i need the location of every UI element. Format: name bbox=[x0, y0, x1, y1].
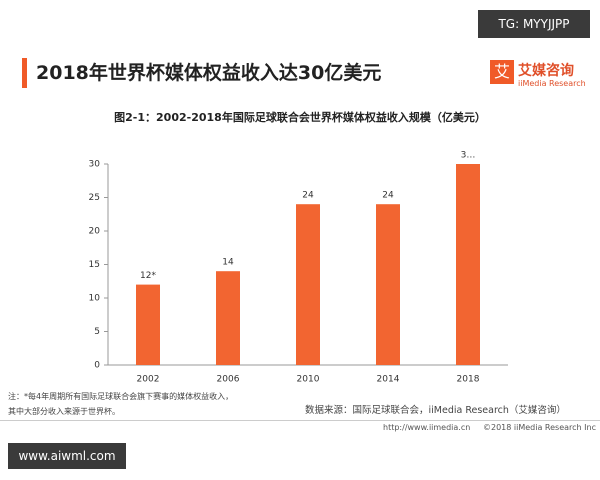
x-tick-label: 2002 bbox=[137, 375, 160, 385]
logo-en: iiMedia Research bbox=[518, 79, 586, 88]
value-label: 3… bbox=[461, 151, 476, 161]
x-tick-label: 2010 bbox=[297, 375, 320, 385]
chart: 图2-1：2002-2018年国际足球联合会世界杯媒体权益收入规模（亿美元） 0… bbox=[89, 110, 508, 385]
y-tick-label: 0 bbox=[94, 361, 100, 371]
site-badge: www.aiwml.com bbox=[8, 443, 126, 469]
y-tick-label: 20 bbox=[89, 227, 101, 237]
y-tick-label: 25 bbox=[89, 193, 100, 203]
watermark: TG: MYYJJPP bbox=[478, 10, 590, 38]
note-line: 其中大部分收入来源于世界杯。 bbox=[8, 407, 120, 416]
x-tick-label: 2018 bbox=[457, 375, 480, 385]
y-tick-label: 30 bbox=[89, 160, 101, 170]
y-tick-label: 15 bbox=[89, 260, 100, 270]
chart-title: 图2-1：2002-2018年国际足球联合会世界杯媒体权益收入规模（亿美元） bbox=[114, 110, 486, 124]
value-label: 14 bbox=[222, 258, 234, 268]
value-label: 24 bbox=[382, 191, 394, 201]
footer-url: http://www.iimedia.cn bbox=[383, 423, 471, 432]
footer-copyright: ©2018 iiMedia Research Inc bbox=[483, 423, 596, 432]
bar bbox=[456, 164, 480, 365]
bar bbox=[136, 284, 160, 365]
bar bbox=[376, 204, 400, 365]
value-label: 12* bbox=[140, 271, 156, 281]
note-line: 注：*每4年周期所有国际足球联合会旗下赛事的媒体权益收入， bbox=[8, 392, 234, 401]
x-tick-label: 2006 bbox=[217, 375, 240, 385]
value-label: 24 bbox=[302, 191, 314, 201]
y-tick-label: 10 bbox=[89, 294, 101, 304]
bar bbox=[296, 204, 320, 365]
page-title: 2018年世界杯媒体权益收入达30亿美元 bbox=[36, 62, 382, 84]
source: 数据来源：国际足球联合会，iiMedia Research（艾媒咨询） bbox=[305, 405, 566, 416]
logo-mark: 艾 bbox=[490, 60, 514, 84]
title-accent bbox=[22, 58, 27, 88]
footer-rule bbox=[0, 420, 600, 421]
logo-cn: 艾媒咨询 bbox=[518, 63, 574, 79]
x-tick-label: 2014 bbox=[377, 375, 400, 385]
y-tick-label: 5 bbox=[94, 327, 100, 337]
bar bbox=[216, 271, 240, 365]
